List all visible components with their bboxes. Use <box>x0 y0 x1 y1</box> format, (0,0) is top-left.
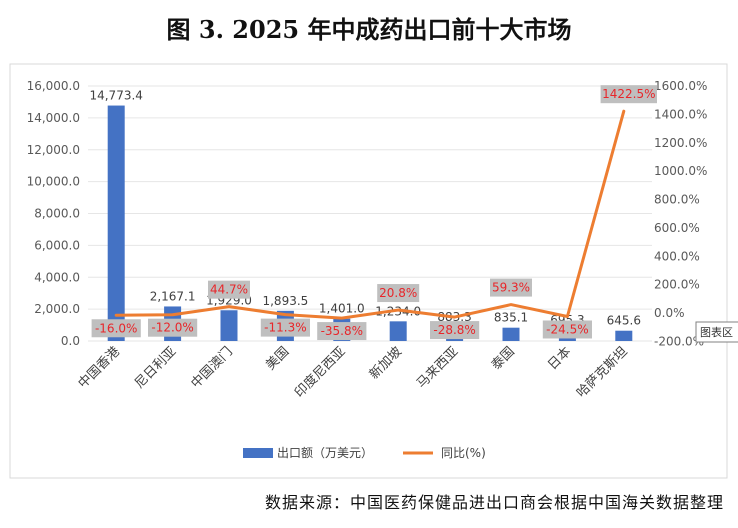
bar <box>389 321 407 341</box>
yoy-data-label: -24.5% <box>546 322 588 336</box>
y-right-tick-label: 1600.0% <box>654 79 707 93</box>
yoy-label-box <box>91 319 141 338</box>
bar-data-label: 645.6 <box>607 314 641 328</box>
bar <box>502 327 520 341</box>
yoy-line[interactable] <box>114 109 626 320</box>
y-right-tick-label: 1000.0% <box>654 164 707 178</box>
bar-data-label: 2,167.1 <box>150 289 196 303</box>
y-right-tick-label: 1400.0% <box>654 107 707 121</box>
chart-area-tooltip: 图表区 <box>695 321 738 343</box>
bar-data-label: 1,893.5 <box>262 294 308 308</box>
y-right-tick-label: 600.0% <box>654 221 700 235</box>
y-right-tick-label: 200.0% <box>654 278 700 292</box>
tooltip-text: 图表区 <box>700 325 733 339</box>
legend-swatch-bar <box>243 448 273 458</box>
y-left-tick-label: 16,000.0 <box>27 79 80 93</box>
y-left-tick-label: 14,000.0 <box>27 111 80 125</box>
yoy-label-box <box>600 85 657 104</box>
y-left-tick-label: 10,000.0 <box>27 175 80 189</box>
y-right-tick-label: 400.0% <box>654 249 700 263</box>
yoy-label-box <box>208 280 250 299</box>
yoy-label-box <box>148 318 198 337</box>
yoy-data-label: -35.8% <box>321 324 363 338</box>
yoy-label-box <box>317 322 367 341</box>
bar-data-label: 835.1 <box>494 311 528 325</box>
yoy-label-box <box>490 278 532 297</box>
yoy-data-label: -11.3% <box>264 321 306 335</box>
y-right-tick-label: 800.0% <box>654 193 700 207</box>
bar <box>107 105 125 341</box>
y-left-tick-label: 6,000.0 <box>34 238 80 252</box>
tooltip-box <box>695 321 738 343</box>
yoy-data-label: -28.8% <box>433 323 475 337</box>
yoy-label-box <box>430 321 480 340</box>
yoy-data-label: 20.8% <box>379 286 417 300</box>
yoy-label-box <box>377 284 420 303</box>
chart-area-frame[interactable] <box>9 63 728 479</box>
yoy-label-box <box>542 320 592 339</box>
bar <box>615 330 633 341</box>
data-source: 数据来源：中国医药保健品进出口商会根据中国海关数据整理 <box>264 493 724 512</box>
y-left-tick-label: 12,000.0 <box>27 143 80 157</box>
y-left-tick-label: 8,000.0 <box>34 207 80 221</box>
bar <box>220 310 238 341</box>
y-right-tick-label: -200.0% <box>654 334 704 348</box>
y-left-tick-label: 2,000.0 <box>34 302 80 316</box>
legend-label-bar: 出口额（万美元） <box>277 446 373 460</box>
bar-data-label: 1,401.0 <box>319 302 365 316</box>
legend-label-line: 同比(%) <box>441 446 486 460</box>
y-left-tick-label: 4,000.0 <box>34 270 80 284</box>
yoy-data-label: 44.7% <box>210 283 248 297</box>
yoy-data-label: 59.3% <box>492 281 530 295</box>
legend: 出口额（万美元） 同比(%) <box>243 446 486 460</box>
yoy-data-label: -16.0% <box>95 321 137 335</box>
bar-data-label: 14,773.4 <box>89 89 142 103</box>
yoy-data-label: -12.0% <box>151 321 193 335</box>
yoy-label-box <box>260 318 310 337</box>
yoy-data-label: 1422.5% <box>602 87 655 101</box>
y-right-tick-label: 1200.0% <box>654 136 707 150</box>
y-left-tick-label: 0.0 <box>61 334 80 348</box>
chart-title: 图 3. 2025 年中成药出口前十大市场 <box>166 15 572 44</box>
y-right-tick-label: 0.0% <box>654 306 685 320</box>
